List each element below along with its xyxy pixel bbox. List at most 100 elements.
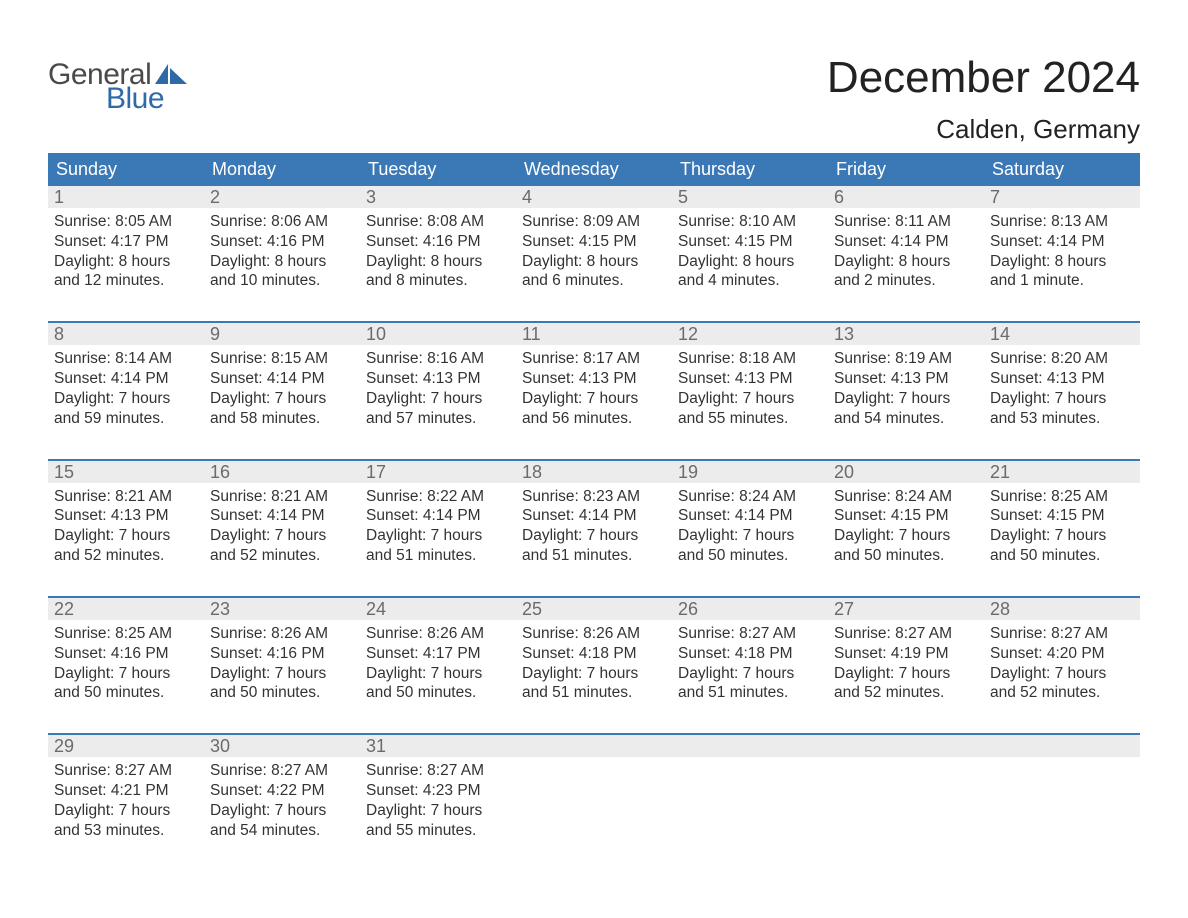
day-content: Sunrise: 8:27 AMSunset: 4:22 PMDaylight:… [204,757,360,842]
calendar-day: 21Sunrise: 8:25 AMSunset: 4:15 PMDayligh… [984,461,1140,568]
calendar-day: 29Sunrise: 8:27 AMSunset: 4:21 PMDayligh… [48,735,204,842]
calendar-day [516,735,672,842]
daylight-line2: and 54 minutes. [834,409,978,429]
sunrise-text: Sunrise: 8:25 AM [54,624,198,644]
sunrise-text: Sunrise: 8:26 AM [210,624,354,644]
day-number: 22 [48,598,204,620]
day-number: 7 [984,186,1140,208]
sunset-text: Sunset: 4:21 PM [54,781,198,801]
day-number: 27 [828,598,984,620]
sunset-text: Sunset: 4:14 PM [54,369,198,389]
calendar-day: 24Sunrise: 8:26 AMSunset: 4:17 PMDayligh… [360,598,516,705]
day-number: 29 [48,735,204,757]
day-number: 30 [204,735,360,757]
calendar-day: 4Sunrise: 8:09 AMSunset: 4:15 PMDaylight… [516,186,672,293]
calendar-week: 29Sunrise: 8:27 AMSunset: 4:21 PMDayligh… [48,733,1140,842]
day-number: 4 [516,186,672,208]
daylight-line1: Daylight: 7 hours [522,389,666,409]
sunrise-text: Sunrise: 8:21 AM [54,487,198,507]
day-number: 12 [672,323,828,345]
day-number: 17 [360,461,516,483]
day-content: Sunrise: 8:21 AMSunset: 4:13 PMDaylight:… [48,483,204,568]
daylight-line2: and 50 minutes. [990,546,1134,566]
daylight-line2: and 51 minutes. [678,683,822,703]
daylight-line2: and 54 minutes. [210,821,354,841]
day-number: 26 [672,598,828,620]
calendar-day: 6Sunrise: 8:11 AMSunset: 4:14 PMDaylight… [828,186,984,293]
daylight-line2: and 50 minutes. [54,683,198,703]
sunset-text: Sunset: 4:16 PM [210,644,354,664]
sunset-text: Sunset: 4:14 PM [990,232,1134,252]
sunrise-text: Sunrise: 8:06 AM [210,212,354,232]
dow-cell: Saturday [984,153,1140,186]
dow-cell: Monday [204,153,360,186]
sunset-text: Sunset: 4:20 PM [990,644,1134,664]
dow-cell: Wednesday [516,153,672,186]
calendar-day: 2Sunrise: 8:06 AMSunset: 4:16 PMDaylight… [204,186,360,293]
sunrise-text: Sunrise: 8:17 AM [522,349,666,369]
sunrise-text: Sunrise: 8:19 AM [834,349,978,369]
daylight-line1: Daylight: 7 hours [990,389,1134,409]
sunrise-text: Sunrise: 8:11 AM [834,212,978,232]
sunrise-text: Sunrise: 8:24 AM [834,487,978,507]
dow-cell: Friday [828,153,984,186]
day-number [828,735,984,757]
daylight-line2: and 59 minutes. [54,409,198,429]
daylight-line1: Daylight: 8 hours [834,252,978,272]
day-number: 9 [204,323,360,345]
day-number: 10 [360,323,516,345]
daylight-line1: Daylight: 7 hours [366,389,510,409]
daylight-line2: and 6 minutes. [522,271,666,291]
daylight-line1: Daylight: 7 hours [834,526,978,546]
calendar-day: 20Sunrise: 8:24 AMSunset: 4:15 PMDayligh… [828,461,984,568]
sunrise-text: Sunrise: 8:25 AM [990,487,1134,507]
page: General Blue December 2024 Calden, Germa… [0,0,1188,863]
sunrise-text: Sunrise: 8:26 AM [522,624,666,644]
location: Calden, Germany [827,114,1140,145]
logo: General Blue [48,20,189,114]
day-content: Sunrise: 8:25 AMSunset: 4:16 PMDaylight:… [48,620,204,705]
daylight-line1: Daylight: 7 hours [834,664,978,684]
daylight-line2: and 52 minutes. [834,683,978,703]
day-number: 20 [828,461,984,483]
day-number: 13 [828,323,984,345]
sunrise-text: Sunrise: 8:09 AM [522,212,666,232]
day-number [984,735,1140,757]
day-content: Sunrise: 8:24 AMSunset: 4:14 PMDaylight:… [672,483,828,568]
day-number: 8 [48,323,204,345]
daylight-line1: Daylight: 8 hours [54,252,198,272]
day-content: Sunrise: 8:25 AMSunset: 4:15 PMDaylight:… [984,483,1140,568]
week-spacer [48,705,1140,733]
sunrise-text: Sunrise: 8:14 AM [54,349,198,369]
calendar-day: 18Sunrise: 8:23 AMSunset: 4:14 PMDayligh… [516,461,672,568]
daylight-line2: and 57 minutes. [366,409,510,429]
day-number: 3 [360,186,516,208]
day-content: Sunrise: 8:11 AMSunset: 4:14 PMDaylight:… [828,208,984,293]
daylight-line2: and 51 minutes. [522,683,666,703]
day-number: 6 [828,186,984,208]
day-content: Sunrise: 8:26 AMSunset: 4:18 PMDaylight:… [516,620,672,705]
daylight-line2: and 52 minutes. [210,546,354,566]
day-number [672,735,828,757]
day-number: 23 [204,598,360,620]
sunset-text: Sunset: 4:13 PM [522,369,666,389]
day-content: Sunrise: 8:27 AMSunset: 4:21 PMDaylight:… [48,757,204,842]
daylight-line1: Daylight: 7 hours [210,389,354,409]
daylight-line1: Daylight: 7 hours [990,526,1134,546]
daylight-line1: Daylight: 7 hours [210,801,354,821]
daylight-line1: Daylight: 7 hours [834,389,978,409]
day-content: Sunrise: 8:27 AMSunset: 4:18 PMDaylight:… [672,620,828,705]
sunrise-text: Sunrise: 8:27 AM [54,761,198,781]
sunset-text: Sunset: 4:18 PM [678,644,822,664]
day-content: Sunrise: 8:17 AMSunset: 4:13 PMDaylight:… [516,345,672,430]
daylight-line2: and 55 minutes. [366,821,510,841]
sunset-text: Sunset: 4:16 PM [210,232,354,252]
sunrise-text: Sunrise: 8:21 AM [210,487,354,507]
day-number: 28 [984,598,1140,620]
sunrise-text: Sunrise: 8:05 AM [54,212,198,232]
dow-cell: Thursday [672,153,828,186]
day-content: Sunrise: 8:27 AMSunset: 4:23 PMDaylight:… [360,757,516,842]
day-content: Sunrise: 8:27 AMSunset: 4:19 PMDaylight:… [828,620,984,705]
day-content: Sunrise: 8:16 AMSunset: 4:13 PMDaylight:… [360,345,516,430]
dow-row: Sunday Monday Tuesday Wednesday Thursday… [48,153,1140,186]
